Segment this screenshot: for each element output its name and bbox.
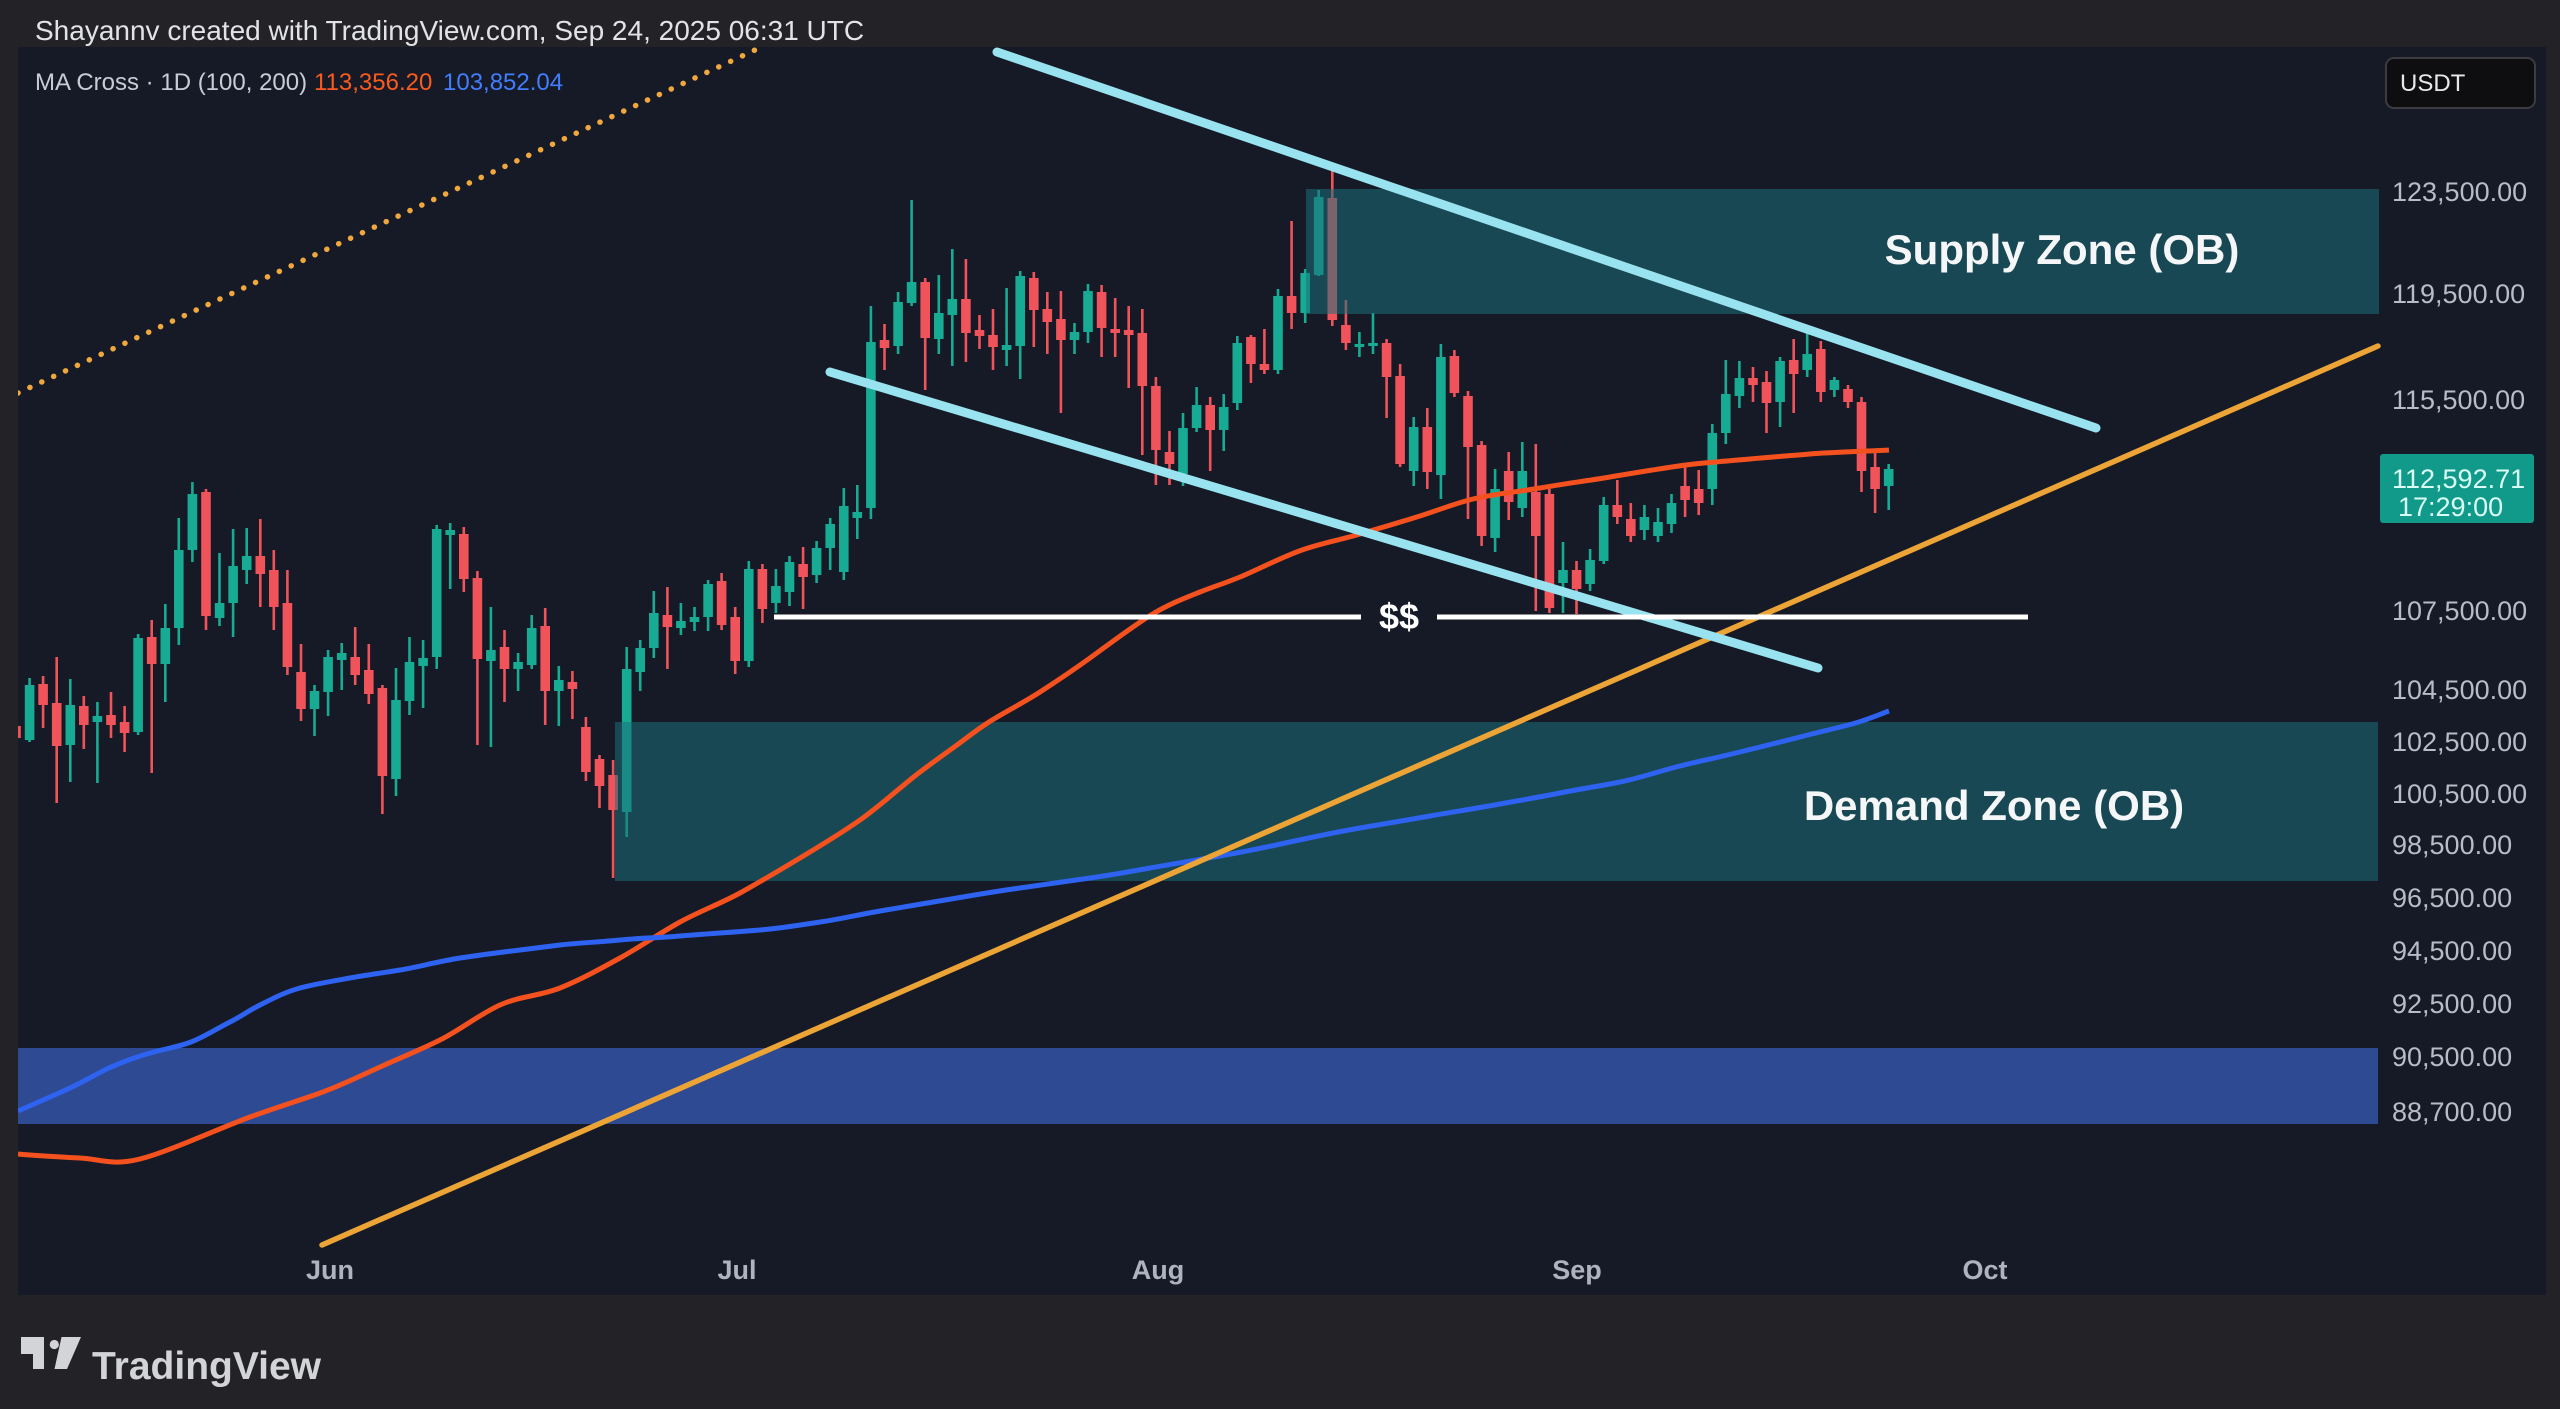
- svg-text:Shayannv created with TradingV: Shayannv created with TradingView.com, S…: [35, 15, 864, 46]
- svg-text:100,500.00: 100,500.00: [2392, 779, 2527, 809]
- svg-text:Oct: Oct: [1962, 1255, 2007, 1285]
- svg-text:102,500.00: 102,500.00: [2392, 727, 2527, 757]
- svg-text:123,500.00: 123,500.00: [2392, 177, 2527, 207]
- svg-text:107,500.00: 107,500.00: [2392, 596, 2527, 626]
- svg-text:98,500.00: 98,500.00: [2392, 830, 2512, 860]
- svg-text:113,356.20: 113,356.20: [314, 69, 432, 96]
- svg-text:Jul: Jul: [717, 1255, 756, 1285]
- svg-text:TradingView: TradingView: [92, 1345, 322, 1388]
- svg-text:Sep: Sep: [1552, 1255, 1602, 1285]
- svg-text:17:29:00: 17:29:00: [2398, 492, 2503, 522]
- svg-text:MA Cross · 1D (100, 200): MA Cross · 1D (100, 200): [35, 69, 307, 96]
- svg-text:119,500.00: 119,500.00: [2392, 279, 2525, 309]
- svg-text:USDT: USDT: [2400, 70, 2466, 97]
- svg-text:Aug: Aug: [1132, 1255, 1184, 1285]
- svg-text:94,500.00: 94,500.00: [2392, 936, 2512, 966]
- svg-text:90,500.00: 90,500.00: [2392, 1042, 2512, 1072]
- svg-text:103,852.04: 103,852.04: [443, 69, 563, 96]
- svg-text:115,500.00: 115,500.00: [2392, 385, 2525, 415]
- svg-text:88,700.00: 88,700.00: [2392, 1097, 2512, 1127]
- svg-text:$$: $$: [1379, 596, 1419, 637]
- svg-text:96,500.00: 96,500.00: [2392, 883, 2512, 913]
- svg-text:Jun: Jun: [306, 1255, 354, 1285]
- svg-text:92,500.00: 92,500.00: [2392, 989, 2512, 1019]
- svg-text:112,592.71: 112,592.71: [2392, 464, 2525, 494]
- svg-text:Demand Zone (OB): Demand Zone (OB): [1804, 782, 2184, 829]
- svg-text:104,500.00: 104,500.00: [2392, 675, 2527, 705]
- svg-text:Supply Zone (OB): Supply Zone (OB): [1885, 226, 2240, 273]
